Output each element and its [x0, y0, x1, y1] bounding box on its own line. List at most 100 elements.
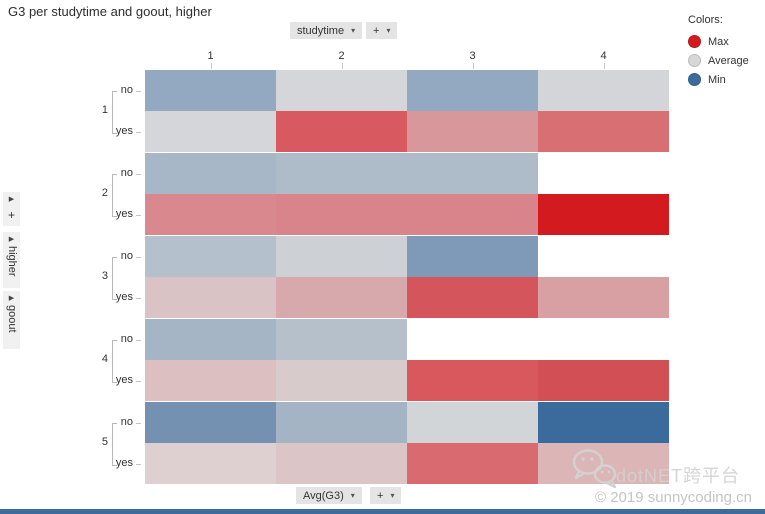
legend-label: Max — [708, 35, 729, 48]
subrow-tick — [136, 297, 141, 299]
add-column-field-label: + — [373, 24, 380, 37]
heatmap-cell[interactable] — [145, 402, 276, 443]
row-group-label: 2 — [101, 187, 108, 199]
side-panel-facet-goout[interactable]: ▶ goout — [3, 291, 20, 349]
subrow-tick — [136, 422, 141, 424]
heatmap-cell[interactable] — [407, 443, 538, 484]
row-group-bracket — [112, 339, 117, 383]
add-column-field-dropdown[interactable]: + ▾ — [366, 22, 398, 39]
chevron-down-icon: ▾ — [351, 25, 356, 35]
subrow-label: no — [120, 83, 133, 96]
heatmap-cell[interactable] — [538, 277, 669, 318]
heatmap-cell[interactable] — [145, 70, 276, 111]
heatmap-cell[interactable] — [407, 236, 538, 277]
heatmap-cell[interactable] — [538, 360, 669, 401]
expand-right-icon[interactable]: ▶ — [8, 196, 15, 203]
heatmap-cell[interactable] — [407, 360, 538, 401]
bottom-accent-bar — [0, 509, 765, 514]
subrow-tick — [136, 214, 141, 216]
watermark-copyright-text: © 2019 sunnycoding.cn — [595, 489, 752, 506]
watermark-brand-text: dotNET跨平台 — [616, 466, 741, 486]
subrow-tick — [136, 380, 141, 382]
side-panel-label: higher — [6, 246, 18, 277]
heatmap-cell[interactable] — [276, 360, 407, 401]
column-tick — [210, 63, 212, 69]
side-panel-facet-higher[interactable]: ▶ higher — [3, 232, 20, 288]
heatmap-cell[interactable] — [145, 194, 276, 235]
heatmap-cell[interactable] — [145, 111, 276, 152]
row-group-bracket — [112, 173, 117, 217]
subrow-label: no — [120, 166, 133, 179]
column-field-label: studytime — [297, 24, 345, 37]
heatmap-cell[interactable] — [145, 360, 276, 401]
side-panel-label: + — [7, 208, 15, 222]
subrow-tick — [136, 463, 141, 465]
heatmap-cell[interactable] — [276, 70, 407, 111]
legend-title: Colors: — [688, 14, 723, 26]
legend-item-max[interactable]: Max — [688, 35, 749, 48]
heatmap-cell[interactable] — [276, 277, 407, 318]
heatmap-cell[interactable] — [276, 443, 407, 484]
subrow-tick — [136, 173, 141, 175]
heatmap-cell[interactable] — [145, 443, 276, 484]
heatmap-cell[interactable] — [538, 111, 669, 152]
heatmap-cell[interactable] — [407, 111, 538, 152]
subrow-label: yes — [115, 124, 133, 137]
subrow-label: no — [120, 249, 133, 262]
value-field-dropdown[interactable]: Avg(G3) ▾ — [296, 487, 362, 504]
chevron-down-icon: ▾ — [390, 490, 395, 500]
heatmap-cell[interactable] — [145, 277, 276, 318]
legend-item-average[interactable]: Average — [688, 54, 749, 67]
add-value-field-label: + — [377, 489, 384, 502]
chevron-down-icon: ▾ — [350, 490, 355, 500]
column-header-label: 1 — [207, 50, 214, 62]
heatmap-cell[interactable] — [145, 236, 276, 277]
heatmap-cell[interactable] — [276, 194, 407, 235]
subrow-label: yes — [115, 456, 133, 469]
add-value-field-dropdown[interactable]: + ▾ — [370, 487, 402, 504]
heatmap-cell[interactable] — [407, 277, 538, 318]
side-panel-add-facet[interactable]: ▶ + — [3, 192, 20, 226]
legend-swatch-average — [688, 54, 701, 67]
value-field-label: Avg(G3) — [303, 489, 344, 502]
heatmap-cell[interactable] — [538, 70, 669, 111]
heatmap-cell[interactable] — [407, 70, 538, 111]
heatmap-cell[interactable] — [276, 153, 407, 194]
heatmap-cell[interactable] — [276, 319, 407, 360]
heatmap-cell[interactable] — [145, 153, 276, 194]
subrow-tick — [136, 90, 141, 92]
heatmap-cell[interactable] — [538, 443, 669, 484]
legend-item-min[interactable]: Min — [688, 73, 749, 86]
row-group-bracket — [112, 90, 117, 134]
column-header-label: 2 — [338, 50, 345, 62]
side-panel-label: goout — [6, 305, 18, 333]
wechat-icon — [571, 447, 617, 494]
subrow-label: yes — [115, 207, 133, 220]
row-group-label: 4 — [101, 353, 108, 365]
heatmap-cell[interactable] — [276, 402, 407, 443]
row-group-label: 1 — [101, 104, 108, 116]
subrow-tick — [136, 131, 141, 133]
row-group-bracket — [112, 422, 117, 466]
column-tick — [341, 63, 343, 69]
row-group-label: 3 — [101, 270, 108, 282]
subrow-label: yes — [115, 373, 133, 386]
column-field-dropdown[interactable]: studytime ▾ — [290, 22, 363, 39]
expand-right-icon[interactable]: ▶ — [8, 236, 15, 243]
heatmap-cell[interactable] — [276, 111, 407, 152]
heatmap-cell[interactable] — [276, 236, 407, 277]
expand-right-icon[interactable]: ▶ — [8, 295, 15, 302]
legend-swatch-max — [688, 35, 701, 48]
chevron-down-icon: ▾ — [386, 25, 391, 35]
heatmap-cell[interactable] — [538, 402, 669, 443]
heatmap-cell[interactable] — [538, 194, 669, 235]
legend-label: Average — [708, 54, 749, 67]
subrow-label: yes — [115, 290, 133, 303]
heatmap-cell[interactable] — [407, 194, 538, 235]
subrow-label: no — [120, 332, 133, 345]
heatmap-cell[interactable] — [145, 319, 276, 360]
heatmap-cell[interactable] — [407, 402, 538, 443]
heatmap-cell[interactable] — [407, 153, 538, 194]
column-tick — [603, 63, 605, 69]
